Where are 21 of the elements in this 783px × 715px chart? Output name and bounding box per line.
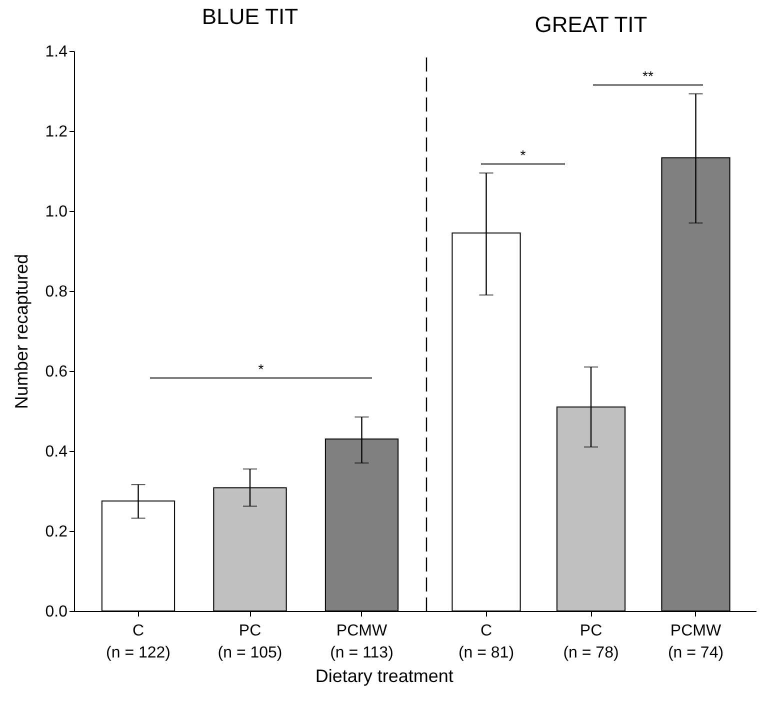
chart-title: GREAT TIT <box>534 12 648 37</box>
chart-title: BLUE TIT <box>202 4 298 29</box>
x-tick-label: PC (n = 78) <box>563 622 619 662</box>
y-tick-label: 0.2 <box>45 524 68 540</box>
y-tick-label: 1.0 <box>45 204 68 220</box>
x-tick-label: PC (n = 105) <box>218 622 282 662</box>
x-tick-label: C (n = 81) <box>458 622 514 662</box>
y-axis-title: Number recaptured <box>11 254 32 410</box>
annotation: ** <box>642 68 654 84</box>
x-tick-label: PCMW (n = 74) <box>668 622 724 662</box>
x-axis-title: Dietary treatment <box>315 666 454 686</box>
y-tick-label: 0.0 <box>45 604 68 620</box>
annotation: * <box>520 147 526 163</box>
x-tick-label: C (n = 122) <box>106 622 170 662</box>
y-tick-label: 0.6 <box>45 364 68 380</box>
annotation: * <box>258 361 264 377</box>
y-tick-label: 0.4 <box>45 444 68 460</box>
x-tick-label: PCMW (n = 113) <box>330 622 394 662</box>
y-tick-label: 0.8 <box>45 284 68 300</box>
y-tick-label: 1.2 <box>45 124 68 140</box>
y-tick-label: 1.4 <box>45 44 68 60</box>
